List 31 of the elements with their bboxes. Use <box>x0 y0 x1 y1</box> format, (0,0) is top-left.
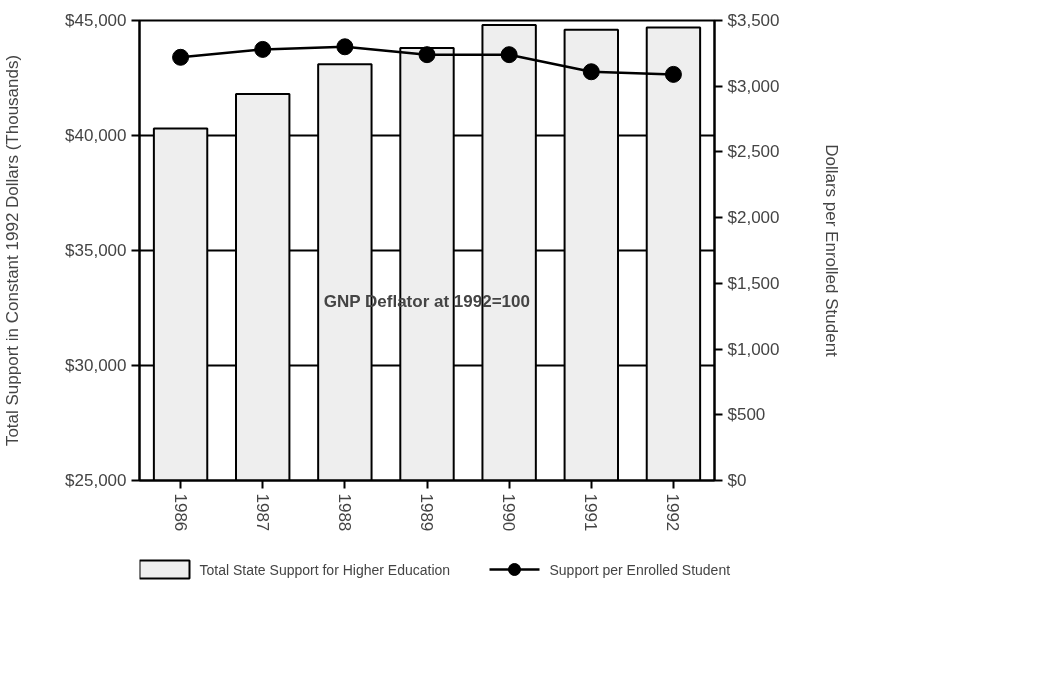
x-tick-label: 1986 <box>170 493 190 532</box>
legend-label: Total State Support for Higher Education <box>199 561 451 578</box>
y-tick-label: $45,000 <box>65 11 127 30</box>
y2-tick-label: $1,000 <box>727 339 780 359</box>
y-axis-title: Total Support in Constant 1992 Dollars (Thousands) <box>3 54 23 447</box>
y-tick-label: $30,000 <box>65 356 127 375</box>
legend-label: Support per Enrolled Student <box>549 561 731 578</box>
y2-tick-label: $1,500 <box>727 273 780 293</box>
point <box>418 46 436 64</box>
point <box>500 46 518 64</box>
y2-tick-label: $500 <box>727 405 766 425</box>
y-tick-label: $35,000 <box>65 241 127 260</box>
point <box>336 38 354 56</box>
y2-tick-label: $2,500 <box>727 142 780 162</box>
point <box>664 65 682 83</box>
point <box>172 48 190 66</box>
y2-tick-label: $2,000 <box>727 208 780 228</box>
x-tick-label: 1988 <box>334 493 354 532</box>
x-tick-label: 1987 <box>252 493 272 532</box>
x-tick-label: 1992 <box>663 493 683 532</box>
x-tick-label: 1990 <box>499 493 519 532</box>
y2-tick-label: $3,500 <box>727 11 780 30</box>
y2-axis-title: Dollars per Enrolled Student <box>822 144 842 358</box>
y-tick-label: $25,000 <box>65 471 127 490</box>
x-tick-label: 1991 <box>581 493 601 532</box>
point <box>254 40 272 58</box>
x-tick-label: 1989 <box>417 493 436 532</box>
y2-tick-label: $0 <box>727 471 747 490</box>
point <box>582 63 600 81</box>
y-tick-label: $40,000 <box>65 126 127 145</box>
y2-tick-label: $3,000 <box>727 76 780 96</box>
